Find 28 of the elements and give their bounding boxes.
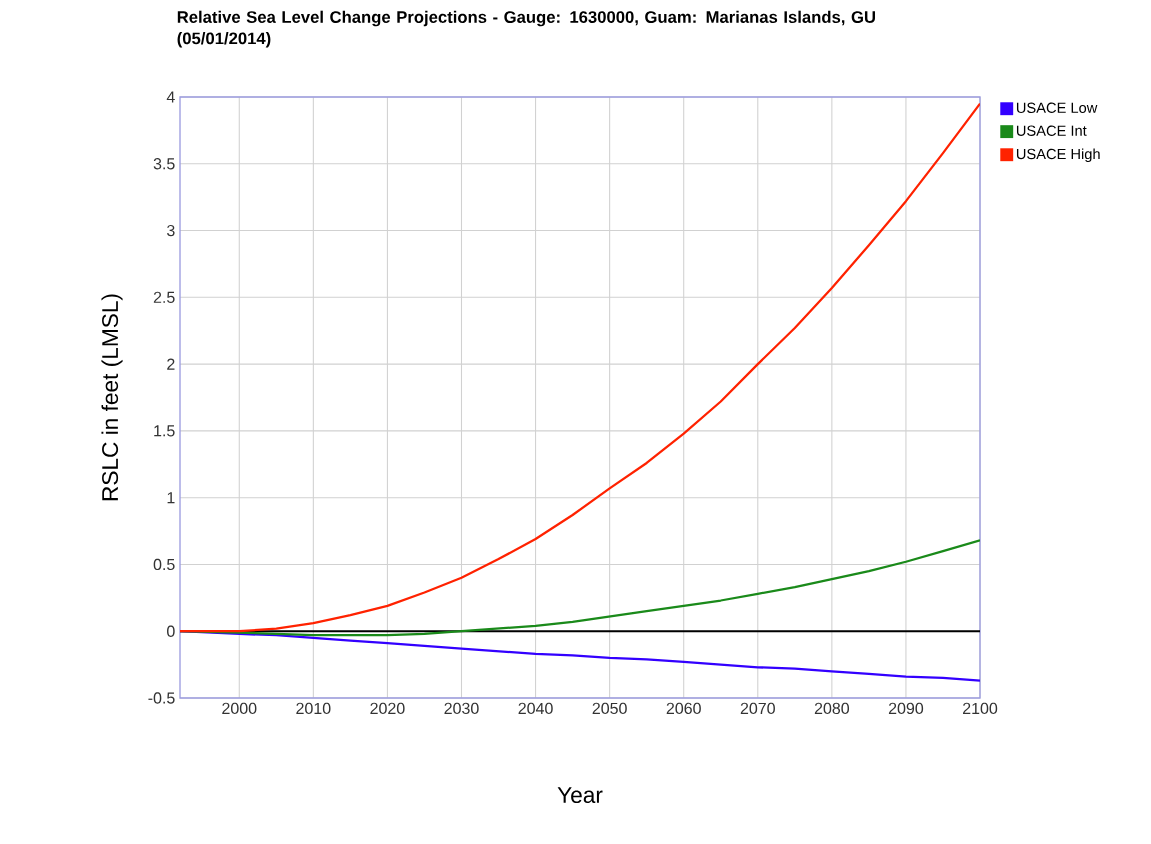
x-axis-title: Year — [557, 787, 603, 804]
x-tick-label: 2100 — [963, 702, 998, 715]
chart-title: Relative Sea Level Change Projections - Gauge: 1630000, Guam: Marianas Islands, GU (05/01/2014) — [177, 10, 875, 48]
x-tick-label: 2090 — [888, 702, 924, 715]
x-tick-label: 2080 — [814, 702, 850, 715]
legend-label: USACE High — [1016, 148, 1100, 163]
y-axis-title: RSLC in feet (LMSL) — [101, 294, 123, 501]
y-tick-label: -0.5 — [148, 692, 175, 704]
legend-label: USACE Low — [1016, 102, 1098, 113]
x-tick-label: 2030 — [444, 702, 479, 715]
x-tick-label: 2010 — [296, 702, 331, 715]
y-tick-label: 2 — [167, 358, 175, 370]
y-tick-label: 1.5 — [154, 425, 175, 437]
y-tick-label: 2.5 — [153, 291, 175, 303]
y-tick-label: 0 — [167, 625, 175, 637]
x-tick-label: 2020 — [370, 702, 405, 715]
y-tick-label: 3.5 — [153, 158, 175, 170]
y-tick-label: 4 — [166, 91, 175, 103]
legend-label: USACE Int — [1016, 125, 1087, 136]
y-tick-label: 3 — [167, 224, 175, 237]
line-series — [180, 102, 981, 633]
x-tick-label: 2050 — [592, 702, 627, 715]
y-tick-label: 1 — [167, 492, 175, 504]
x-tick-label: 2060 — [666, 702, 701, 715]
x-tick-label: 2000 — [222, 702, 257, 715]
x-tick-label: 2040 — [518, 702, 553, 715]
x-tick-label: 2070 — [740, 702, 775, 715]
y-tick-label: 0.5 — [153, 558, 175, 571]
